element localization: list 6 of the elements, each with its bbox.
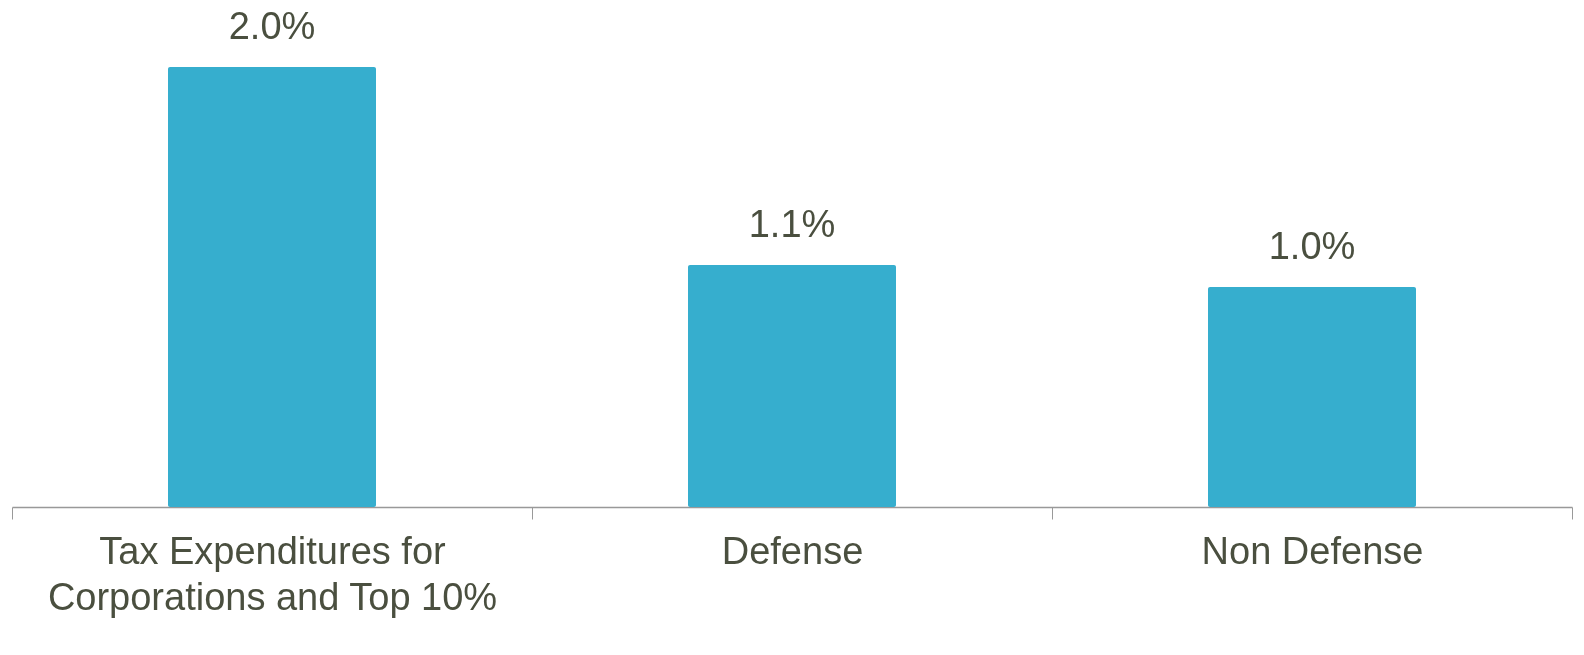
x-tick-label: Tax Expenditures for Corporations and Top 10%	[47, 529, 498, 618]
x-tick-label: Non Defense	[1201, 529, 1424, 572]
x-tick-label: Defense	[721, 529, 864, 572]
data-label: 1.1%	[748, 203, 836, 245]
data-label: 1.0%	[1268, 225, 1356, 267]
data-label: 2.0%	[228, 5, 316, 47]
